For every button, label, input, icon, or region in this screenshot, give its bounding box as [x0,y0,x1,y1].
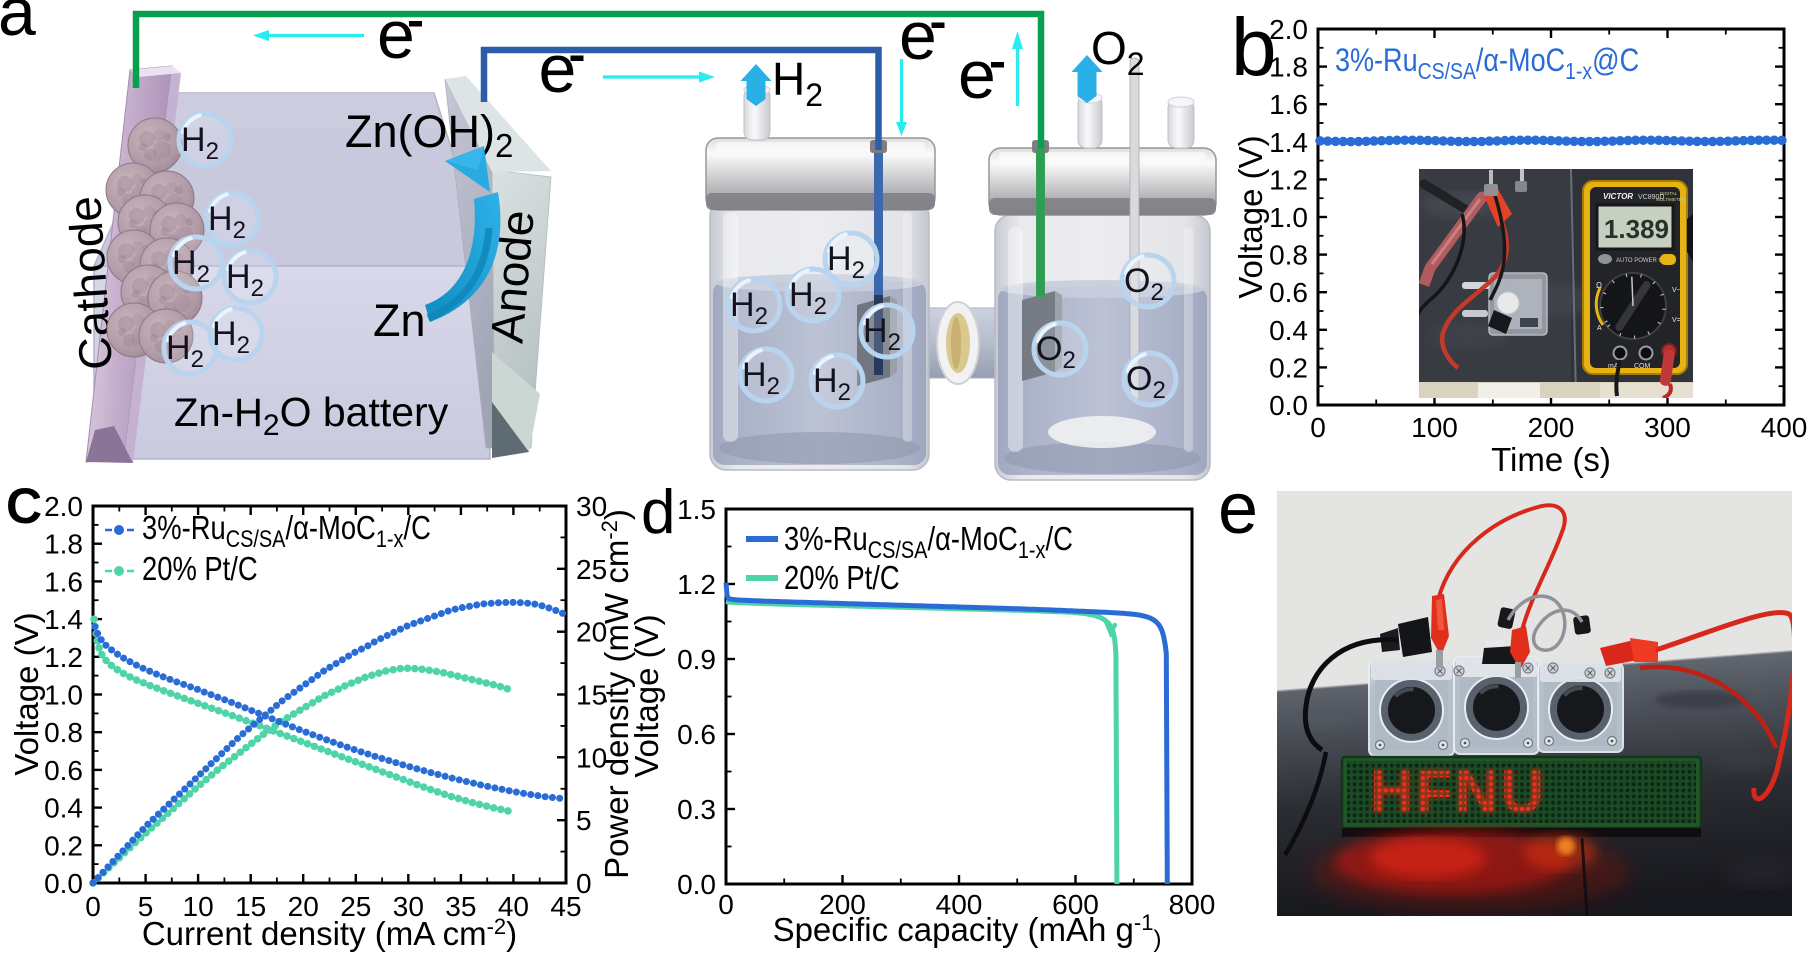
svg-text:45: 45 [550,891,581,922]
svg-text:25: 25 [340,891,371,922]
svg-text:20: 20 [576,617,607,648]
svg-text:1.2: 1.2 [677,569,716,600]
svg-text:O2: O2 [1124,262,1164,306]
svg-text:0: 0 [718,889,734,920]
svg-text:20% Pt/C: 20% Pt/C [784,561,900,597]
svg-text:A: A [1597,325,1602,332]
svg-text:0.4: 0.4 [44,793,83,824]
svg-text:1.389: 1.389 [1604,214,1669,244]
svg-text:1.4: 1.4 [44,604,83,635]
svg-text:H2: H2 [172,244,210,288]
svg-text:0.0: 0.0 [677,869,716,900]
svg-text:400: 400 [936,889,983,920]
svg-text:0.6: 0.6 [677,719,716,750]
svg-text:Voltage (V): Voltage (V) [8,612,45,775]
svg-text:10: 10 [183,891,214,922]
svg-text:2.0: 2.0 [1269,14,1308,45]
svg-text:100: 100 [1411,412,1458,443]
svg-text:25: 25 [576,554,607,585]
svg-text:200: 200 [819,889,866,920]
svg-text:Time (s): Time (s) [1491,441,1611,478]
svg-text:400: 400 [1761,412,1808,443]
svg-text:0.6: 0.6 [1269,277,1308,308]
svg-text:C: C [6,478,42,534]
svg-text:3%-RuCS/SA/α-MoC1-x@C: 3%-RuCS/SA/α-MoC1-x@C [1335,43,1639,84]
svg-text:Voltage (V): Voltage (V) [1232,135,1269,298]
svg-text:1.4: 1.4 [1269,127,1308,158]
svg-text:0.8: 0.8 [1269,240,1308,271]
svg-text:Current density (mA cm-2): Current density (mA cm-2) [142,914,517,952]
svg-text:0.2: 0.2 [1269,352,1308,383]
svg-text:e: e [377,0,415,73]
svg-text:e: e [958,37,996,113]
svg-text:0.9: 0.9 [677,644,716,675]
svg-text:e: e [1218,469,1258,549]
svg-text:20% Pt/C: 20% Pt/C [142,552,258,588]
svg-text:800: 800 [1169,889,1216,920]
svg-text:Zn: Zn [373,295,426,346]
svg-text:e: e [899,0,937,74]
svg-text:5: 5 [138,891,154,922]
svg-text:MULTIMETER: MULTIMETER [1656,197,1686,202]
svg-text:Zn-H2O battery: Zn-H2O battery [174,389,449,442]
svg-text:COM: COM [1634,363,1651,370]
svg-text:a: a [0,0,36,50]
svg-text:30: 30 [576,491,607,522]
svg-text:e: e [539,31,577,107]
svg-text:1.0: 1.0 [1269,202,1308,233]
svg-text:b: b [1231,2,1277,93]
svg-text:V~: V~ [1672,287,1681,294]
svg-text:Ω: Ω [1596,281,1602,290]
svg-text:H2: H2 [181,121,219,165]
svg-text:300: 300 [1644,412,1691,443]
svg-text:Power density (mW cm-2): Power density (mW cm-2) [597,509,635,879]
svg-text:VC890D: VC890D [1638,194,1664,201]
svg-text:0: 0 [576,868,592,899]
svg-text:15: 15 [235,891,266,922]
svg-text:600: 600 [1052,889,1099,920]
svg-text:30: 30 [393,891,424,922]
svg-text:1.2: 1.2 [1269,164,1308,195]
svg-text:10: 10 [576,742,607,773]
svg-text:0.6: 0.6 [44,755,83,786]
svg-text:Specific capacity (mAh g-1): Specific capacity (mAh g-1) [773,910,1162,953]
svg-text:HFNU: HFNU [1370,758,1548,825]
svg-text:1.6: 1.6 [44,566,83,597]
svg-text:5: 5 [576,805,592,836]
svg-text:0.3: 0.3 [677,794,716,825]
svg-text:1.6: 1.6 [1269,89,1308,120]
svg-text:200: 200 [1528,412,1575,443]
svg-text:0: 0 [85,891,101,922]
svg-text:2.0: 2.0 [44,491,83,522]
svg-text:VICTOR: VICTOR [1603,192,1633,201]
svg-text:0.0: 0.0 [1269,390,1308,421]
svg-text:1.5: 1.5 [677,494,716,525]
svg-text:Zn(OH)2: Zn(OH)2 [345,106,513,164]
svg-text:HFNU: HFNU [1370,758,1548,825]
svg-text:mA: mA [1608,363,1619,370]
svg-text:AUTO POWER OFF: AUTO POWER OFF [1616,258,1671,264]
svg-text:0.4: 0.4 [1269,315,1308,346]
svg-text:V=: V= [1672,317,1681,324]
svg-text:DIGITAL: DIGITAL [1660,191,1678,196]
svg-text:1.2: 1.2 [44,642,83,673]
svg-text:20: 20 [288,891,319,922]
svg-text:d: d [641,478,675,547]
svg-text:0.0: 0.0 [44,868,83,899]
svg-text:1.8: 1.8 [1269,52,1308,83]
svg-text:0.2: 0.2 [44,830,83,861]
svg-text:H2: H2 [730,286,768,330]
svg-text:15: 15 [576,680,607,711]
svg-text:H2: H2 [789,276,827,320]
svg-text:0.8: 0.8 [44,717,83,748]
svg-text:1.0: 1.0 [44,680,83,711]
svg-text:35: 35 [445,891,476,922]
svg-text:40: 40 [498,891,529,922]
svg-text:H2: H2 [742,356,780,400]
svg-text:1.8: 1.8 [44,529,83,560]
svg-text:0: 0 [1310,412,1326,443]
svg-text:Voltage (V): Voltage (V) [628,614,665,777]
